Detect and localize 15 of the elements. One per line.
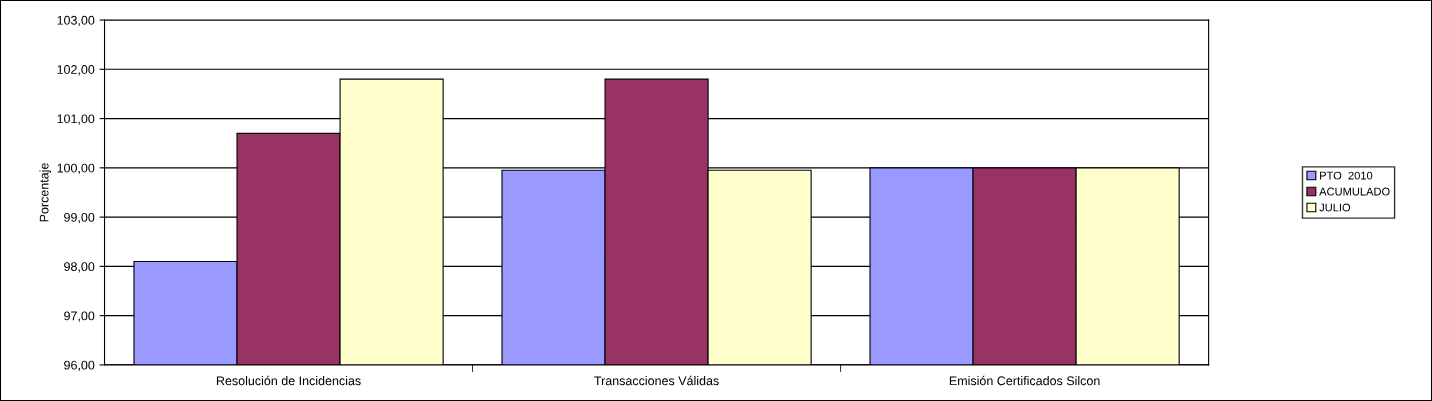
y-tick-label: 99,00	[64, 212, 95, 224]
y-tick-label: 97,00	[64, 311, 95, 322]
legend-label: JULIO	[1319, 203, 1351, 212]
y-tick-label: 103,00	[57, 15, 95, 27]
x-tick-label: Resolución de Incidencias	[216, 375, 361, 386]
x-tick-label: Emisión Certificados Silcon	[949, 375, 1100, 386]
legend-label: PTO 2010	[1320, 171, 1373, 180]
y-tick-label: 96,00	[64, 360, 95, 372]
y-tick-label: 102,00	[57, 65, 95, 76]
x-tick-label: Transacciones Válidas	[594, 375, 719, 386]
legend-label: ACUMULADO	[1319, 187, 1390, 196]
y-tick-label: 100,00	[57, 163, 95, 174]
y-tick-label: 101,00	[57, 114, 95, 125]
y-tick-label: 98,00	[64, 262, 95, 273]
y-axis-title: Porcentaje	[39, 163, 52, 222]
